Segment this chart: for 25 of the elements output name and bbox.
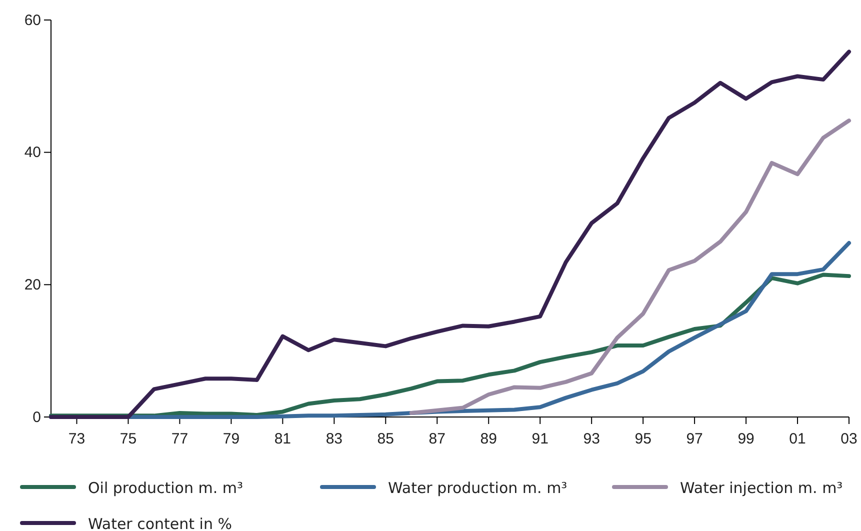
- x-tick-label: 75: [120, 430, 137, 448]
- line-series: [409, 118, 851, 416]
- x-tick-label: 81: [274, 430, 292, 448]
- x-tick-label: 03: [840, 430, 858, 448]
- x-tick-label: 77: [171, 430, 188, 448]
- x-tick-label: 87: [428, 430, 446, 448]
- x-tick-label: 91: [532, 430, 548, 448]
- x-tick-label: 93: [583, 430, 600, 448]
- legend-label: Water injection m. m³: [680, 479, 843, 497]
- y-tick-label: 20: [24, 276, 41, 294]
- legend-label: Water production m. m³: [388, 479, 568, 497]
- legend-label: Oil production m. m³: [88, 479, 243, 497]
- x-tick-label: 95: [634, 430, 652, 448]
- x-tick-label: 89: [480, 430, 497, 448]
- y-tick-label: 60: [24, 12, 41, 29]
- x-tick-label: 83: [326, 430, 343, 448]
- x-tick-label: 85: [377, 430, 394, 448]
- legend-label: Water content in %: [88, 515, 232, 531]
- x-tick-label: 01: [789, 430, 806, 448]
- x-tick-label: 99: [738, 430, 754, 448]
- y-tick-label: 0: [32, 408, 41, 426]
- x-tick-label: 73: [68, 430, 86, 448]
- x-tick-label: 97: [686, 430, 703, 448]
- x-tick-label: 79: [222, 430, 240, 448]
- y-tick-label: 40: [24, 144, 41, 162]
